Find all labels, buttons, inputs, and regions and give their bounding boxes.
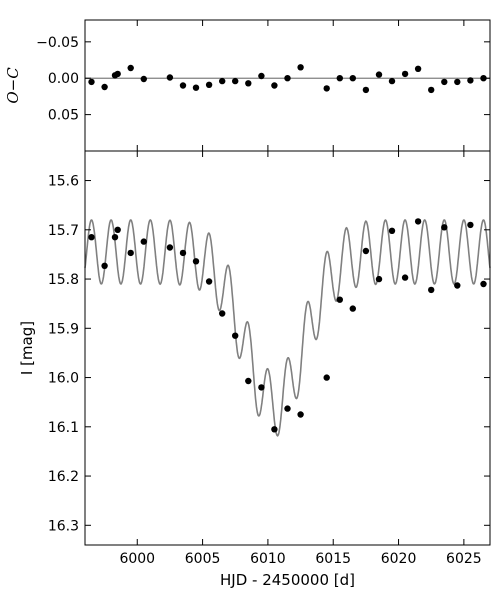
oc-point <box>127 64 134 72</box>
oc-point <box>297 64 304 71</box>
model-curve <box>84 219 491 437</box>
photometry-point <box>140 238 147 245</box>
oc-point <box>232 77 239 85</box>
photometry-point <box>480 280 487 288</box>
oc-point <box>480 75 487 82</box>
oc-point <box>88 78 95 86</box>
light-curve-panel-frame <box>84 150 491 546</box>
oc-point <box>414 65 422 73</box>
photometry-point <box>414 218 422 225</box>
photometry-point <box>297 411 304 418</box>
photometry-point <box>271 426 278 433</box>
x-tick-label: 6015 <box>315 551 351 567</box>
photometry-point <box>375 275 383 283</box>
oc-point <box>323 85 330 92</box>
y-tick-label: 16.2 <box>48 469 79 485</box>
y-tick-label: 16.1 <box>48 420 79 436</box>
photometry-point <box>166 244 174 251</box>
y-tick-label: 15.9 <box>48 321 79 337</box>
oc-y-tick-label: 0.00 <box>48 71 79 87</box>
oc-point <box>349 75 356 82</box>
photometry-point <box>192 258 200 265</box>
y-tick-label: 15.6 <box>48 174 79 190</box>
oc-point <box>375 71 383 78</box>
oc-point <box>101 83 108 91</box>
oc-point <box>284 75 291 82</box>
oc-point <box>192 84 200 91</box>
x-axis-label: HJD - 2450000 [d] <box>220 571 355 589</box>
photometry-point <box>179 249 187 257</box>
oc-point <box>388 77 396 85</box>
photometry-point <box>205 278 213 285</box>
oc-point <box>336 75 343 82</box>
oc-point <box>467 77 474 84</box>
photometry-point <box>467 221 474 229</box>
photometry-point <box>428 286 435 294</box>
x-tick-label: 6010 <box>250 551 286 567</box>
photometry-point <box>401 274 409 281</box>
oc-y-axis-label: O−C <box>4 67 22 104</box>
photometry-point <box>101 262 108 269</box>
photometry-point <box>349 305 356 312</box>
oc-point <box>166 74 174 81</box>
photometry-point <box>284 405 291 412</box>
oc-point <box>245 80 252 87</box>
photometry-point <box>323 374 330 381</box>
oc-point <box>454 78 461 86</box>
oc-point <box>362 86 370 94</box>
oc-y-ticks: −0.05 0.00 0.05 <box>36 35 490 124</box>
photometry-point <box>454 282 461 289</box>
y-tick-label: 15.8 <box>48 272 79 288</box>
oc-y-tick-label: −0.05 <box>36 35 79 51</box>
photometry-point <box>336 296 343 303</box>
photometry-point <box>388 227 396 234</box>
oc-point <box>114 70 121 78</box>
oc-panel-frame <box>84 19 491 152</box>
light-curve-points <box>88 218 487 433</box>
photometry-point <box>232 332 239 339</box>
oc-point <box>205 81 213 89</box>
x-tick-label: 6000 <box>119 551 155 567</box>
y-tick-label: 15.7 <box>48 223 79 239</box>
x-tick-label: 6025 <box>446 551 482 567</box>
oc-point <box>140 75 147 83</box>
light-curve-x-ticks: 6000 6005 6010 6015 6020 6025 <box>119 151 482 567</box>
photometry-point <box>441 224 448 231</box>
oc-point <box>401 70 409 78</box>
photometry-point <box>88 234 95 241</box>
light-curve-panel: 6000 6005 6010 6015 6020 6025 15.615.715.815.… <box>18 150 491 589</box>
y-tick-label: 16.3 <box>48 518 79 534</box>
light-curve-model-line <box>84 219 491 437</box>
oc-point <box>179 82 187 89</box>
light-curve-y-ticks: 15.6 15.7 15.8 15.9 16.0 16.1 16.2 16.3 <box>48 174 490 534</box>
oc-residual-points <box>88 64 487 94</box>
oc-x-ticks <box>136 20 465 151</box>
oc-residual-panel: −0.05 0.00 0.05 O−C <box>4 19 491 152</box>
oc-point <box>219 77 226 85</box>
oc-point <box>258 72 265 80</box>
y-tick-label: 16.0 <box>48 371 79 387</box>
oc-point <box>441 78 448 86</box>
oc-point <box>428 86 435 94</box>
photometry-point <box>127 249 134 257</box>
photometry-point <box>362 247 370 255</box>
photometry-point <box>114 226 121 233</box>
photometry-point <box>245 377 252 385</box>
photometry-point <box>258 384 265 391</box>
photometry-point <box>111 234 119 241</box>
oc-y-tick-label: 0.05 <box>48 108 79 124</box>
x-tick-label: 6005 <box>185 551 221 567</box>
magnitude-y-axis-label: I [mag] <box>18 321 36 375</box>
oc-point <box>271 82 278 89</box>
photometry-point <box>219 310 226 317</box>
x-tick-label: 6020 <box>381 551 417 567</box>
